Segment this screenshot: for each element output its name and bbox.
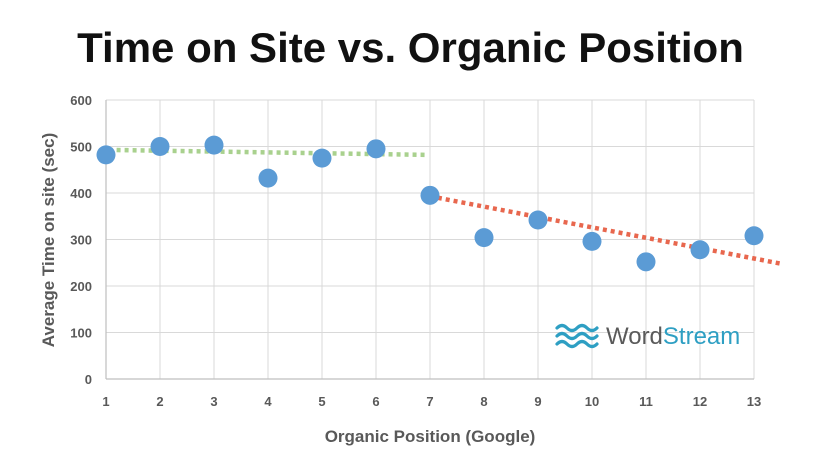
wordstream-logo: WordStream	[555, 323, 740, 350]
chart-title: Time on Site vs. Organic Position	[77, 24, 744, 71]
data-point	[636, 252, 656, 272]
data-point	[474, 228, 494, 248]
y-tick-label: 600	[70, 93, 92, 108]
logo-text: WordStream	[606, 323, 740, 350]
y-tick-label: 400	[70, 186, 92, 201]
trendline-left	[100, 147, 425, 158]
data-point	[204, 135, 224, 155]
data-point	[420, 185, 440, 205]
x-tick-label: 11	[639, 394, 653, 409]
x-tick-label: 7	[426, 394, 433, 409]
logo-word: Word	[606, 323, 663, 350]
data-point	[528, 210, 548, 230]
data-point	[366, 139, 386, 159]
data-point	[744, 226, 764, 246]
y-tick-label: 0	[85, 372, 92, 387]
y-ticks: 0 100 200 300 400 500 600	[70, 93, 92, 387]
trendline-right	[429, 194, 782, 266]
data-point	[312, 148, 332, 168]
data-point	[258, 168, 278, 188]
y-tick-label: 300	[70, 233, 92, 248]
x-tick-label: 5	[318, 394, 325, 409]
x-axis-label: Organic Position (Google)	[325, 427, 536, 446]
x-tick-label: 4	[264, 394, 272, 409]
trendlines	[100, 147, 782, 266]
data-point	[96, 145, 116, 165]
data-points	[96, 135, 764, 272]
x-ticks: 1 2 3 4 5 6 7 8 9 10 11 12 13	[102, 394, 761, 409]
x-tick-label: 6	[372, 394, 379, 409]
x-tick-label: 13	[747, 394, 761, 409]
data-point	[150, 137, 170, 156]
y-tick-label: 100	[70, 326, 92, 341]
wave-icon	[555, 323, 599, 349]
x-tick-label: 1	[102, 394, 109, 409]
x-tick-label: 10	[585, 394, 599, 409]
data-point	[690, 240, 710, 260]
data-point	[582, 231, 602, 251]
x-tick-label: 8	[480, 394, 487, 409]
y-tick-label: 200	[70, 279, 92, 294]
x-tick-label: 3	[210, 394, 217, 409]
x-tick-label: 12	[693, 394, 707, 409]
y-tick-label: 500	[70, 140, 92, 155]
x-tick-label: 9	[534, 394, 541, 409]
x-tick-label: 2	[156, 394, 163, 409]
logo-stream: Stream	[663, 323, 740, 350]
y-axis-label: Average Time on site (sec)	[39, 133, 58, 347]
